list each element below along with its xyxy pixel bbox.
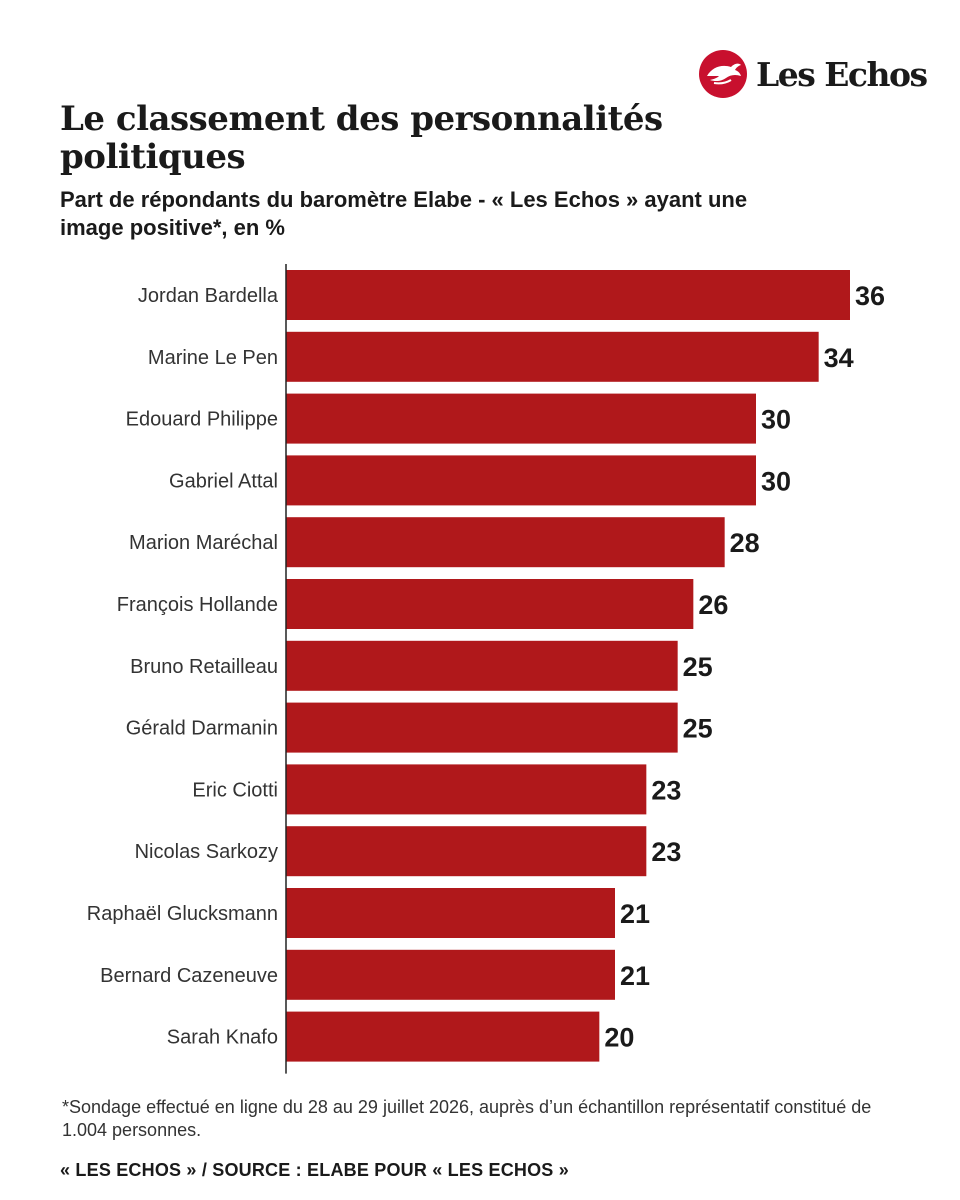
category-label: Jordan Bardella: [138, 285, 279, 307]
data-label: 36: [855, 281, 885, 311]
bar: [286, 517, 725, 568]
bar: [286, 888, 615, 938]
category-label: Edouard Philippe: [126, 409, 278, 431]
chart-subtitle: Part de répondants du baromètre Elabe - …: [60, 187, 748, 240]
chart-title: Le classement des personnalités politiqu…: [60, 99, 663, 177]
data-label: 25: [683, 652, 713, 682]
bar: [286, 826, 647, 877]
data-label: 30: [761, 405, 791, 435]
footnote: *Sondage effectué en ligne du 28 au 29 j…: [62, 1097, 872, 1140]
bar: [286, 579, 694, 629]
bar-chart: Jordan Bardella 36 Marine Le Pen 34 Edouard …: [87, 264, 885, 1074]
data-label: 28: [730, 528, 760, 558]
data-label: 23: [651, 775, 681, 805]
category-label: François Hollande: [117, 594, 278, 616]
data-label: 26: [698, 590, 728, 620]
bar: [286, 1011, 600, 1062]
data-label: 21: [620, 899, 650, 929]
category-label: Gérald Darmanin: [126, 718, 278, 740]
category-label: Raphaël Glucksmann: [87, 903, 278, 925]
category-label: Marion Maréchal: [129, 532, 278, 554]
category-label: Gabriel Attal: [169, 470, 278, 492]
category-label: Eric Ciotti: [192, 779, 278, 801]
data-label: 34: [824, 343, 854, 373]
bar: [286, 640, 678, 691]
data-label: 20: [604, 1023, 634, 1053]
bar: [286, 393, 756, 444]
data-label: 25: [683, 714, 713, 744]
category-label: Bruno Retailleau: [130, 656, 278, 678]
bar: [286, 764, 647, 815]
data-label: 30: [761, 466, 791, 496]
category-label: Bernard Cazeneuve: [100, 965, 278, 987]
bar: [286, 702, 678, 753]
bird-logo-icon: [698, 49, 748, 99]
source-credit: « LES ECHOS » / SOURCE : ELABE POUR « LE…: [60, 1160, 569, 1180]
category-label: Marine Le Pen: [148, 347, 278, 369]
data-label: 23: [651, 837, 681, 867]
brand-logo: Les Echos: [698, 48, 928, 100]
bar: [286, 270, 850, 320]
bar: [286, 331, 819, 382]
brand-name: Les Echos: [756, 54, 928, 94]
bar: [286, 455, 756, 506]
data-label: 21: [620, 961, 650, 991]
category-label: Sarah Knafo: [167, 1027, 278, 1049]
bar: [286, 949, 615, 1000]
category-label: Nicolas Sarkozy: [135, 841, 278, 863]
